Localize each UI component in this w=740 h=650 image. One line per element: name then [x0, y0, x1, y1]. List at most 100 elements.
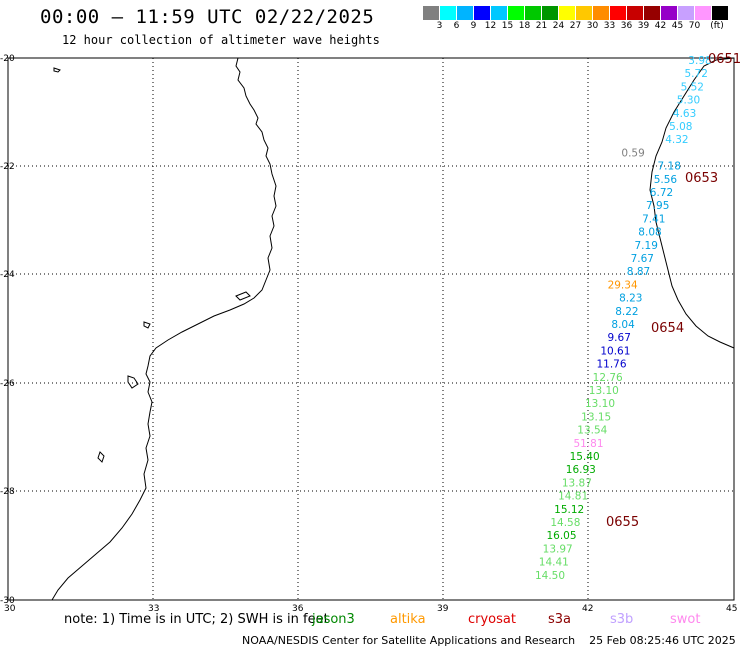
wave-height-label: 12.76 — [593, 372, 623, 384]
coastline-inlet — [127, 375, 139, 389]
wave-height-label: 51.81 — [573, 438, 603, 450]
colorbar-tick: 9 — [470, 21, 477, 31]
wave-height-label: 9.67 — [608, 332, 631, 344]
colorbar-swatch — [644, 6, 661, 20]
wave-height-label: 10.61 — [600, 345, 630, 357]
wave-height-label: 7.67 — [631, 253, 654, 265]
colorbar-swatch — [678, 6, 695, 20]
wave-height-label: 8.04 — [611, 319, 635, 331]
colorbar-swatch — [508, 6, 525, 20]
colorbar-swatch — [695, 6, 712, 20]
wave-height-label: 4.32 — [665, 134, 688, 146]
wave-height-label: 8.23 — [619, 293, 642, 305]
colorbar-swatch — [610, 6, 627, 20]
wave-height-label: 14.81 — [558, 491, 588, 503]
colorbar-swatch — [542, 6, 559, 20]
colorbar-tick: 15 — [501, 21, 514, 31]
wave-height-label: 14.58 — [550, 517, 580, 529]
colorbar-swatch — [712, 6, 729, 20]
wave-height-label: 8.87 — [627, 266, 650, 278]
colorbar-unit: (ft) — [710, 21, 724, 31]
legend-item: swot — [670, 612, 701, 627]
wave-height-label: 13.54 — [577, 425, 607, 437]
colorbar-tick: 3 — [436, 21, 443, 31]
colorbar-tick: 42 — [654, 21, 667, 31]
pass-label: 0655 — [606, 515, 639, 530]
wave-height-label: 11.76 — [596, 359, 626, 371]
legend-item: cryosat — [468, 612, 516, 627]
legend-item: jason3 — [312, 612, 355, 627]
wave-height-label: 13.15 — [581, 411, 611, 423]
wave-height-label: 7.95 — [646, 200, 669, 212]
wave-height-label: 5.30 — [677, 95, 700, 107]
lon-label: 39 — [437, 604, 449, 614]
colorbar-swatch — [491, 6, 508, 20]
island-small-1 — [53, 67, 61, 73]
coastline-madagascar — [649, 57, 735, 349]
colorbar-swatch — [576, 6, 593, 20]
pass-label: 0653 — [685, 171, 718, 186]
wave-height-label: 0.59 — [621, 147, 644, 159]
colorbar-tick: 24 — [552, 21, 565, 31]
colorbar-tick: 21 — [535, 21, 548, 31]
lon-label: 30 — [4, 604, 16, 614]
wave-height-label: 14.50 — [535, 570, 565, 582]
colorbar-tick: 33 — [603, 21, 616, 31]
wave-height-label: 13.10 — [585, 398, 615, 410]
map-subtitle: 12 hour collection of altimeter wave hei… — [62, 33, 380, 47]
colorbar-swatch — [457, 6, 474, 20]
colorbar-swatch — [627, 6, 644, 20]
lon-label: 33 — [148, 604, 159, 614]
colorbar-tick: 45 — [671, 21, 684, 31]
colorbar-tick: 30 — [586, 21, 599, 31]
colorbar-swatch — [474, 6, 491, 20]
wave-height-label: 16.05 — [546, 530, 576, 542]
island-small-3 — [97, 451, 105, 463]
footer-credit: NOAA/NESDIS Center for Satellite Applica… — [242, 634, 736, 647]
lon-label: 36 — [292, 604, 304, 614]
lat-label: -24 — [0, 270, 15, 280]
colorbar-swatch — [559, 6, 576, 20]
island-small-2 — [143, 321, 151, 329]
lat-label: -28 — [0, 487, 15, 497]
legend-item: altika — [390, 612, 426, 627]
lat-label: -30 — [0, 596, 15, 606]
pass-label: 0651 — [708, 52, 740, 67]
map-title: 00:00 – 11:59 UTC 02/22/2025 — [40, 6, 375, 28]
map-frame — [7, 57, 735, 601]
wave-height-label: 13.87 — [562, 477, 592, 489]
colorbar-tick: 12 — [484, 21, 497, 31]
colorbar-tick: 39 — [637, 21, 650, 31]
lon-label: 42 — [582, 604, 593, 614]
wave-height-label: 13.10 — [589, 385, 619, 397]
wave-height-label: 8.22 — [615, 306, 638, 318]
island-small-4 — [235, 291, 251, 301]
wave-height-label: 5.72 — [685, 68, 708, 80]
lat-label: -22 — [0, 162, 15, 172]
wave-height-label: 15.40 — [570, 451, 600, 463]
wave-height-label: 14.41 — [539, 557, 569, 569]
wave-height-label: 8.08 — [638, 227, 661, 239]
wave-height-label: 15.12 — [554, 504, 584, 516]
colorbar-swatch — [593, 6, 610, 20]
lon-label: 45 — [726, 604, 737, 614]
wave-height-label: 5.56 — [654, 174, 678, 186]
colorbar-swatch — [525, 6, 542, 20]
wave-height-label: 16.93 — [566, 464, 596, 476]
colorbar-swatch — [423, 6, 440, 20]
wave-height-label: 3.98 — [688, 55, 711, 67]
colorbar-tick: 27 — [569, 21, 582, 31]
wave-height-label: 5.08 — [669, 121, 692, 133]
wave-height-label: 13.97 — [543, 543, 573, 555]
lat-label: -26 — [0, 379, 15, 389]
colorbar — [423, 6, 729, 20]
wave-height-label: 29.34 — [608, 279, 638, 291]
lat-label: -20 — [0, 54, 15, 64]
colorbar-tick: 70 — [688, 21, 701, 31]
coastline-africa — [51, 57, 277, 601]
longitude-labels: 30 33 36 39 42 45 — [4, 604, 737, 614]
colorbar-swatch — [661, 6, 678, 20]
latitude-labels: -20 -22 -24 -26 -28 -30 — [0, 54, 15, 606]
wave-height-label: 5.52 — [681, 81, 704, 93]
